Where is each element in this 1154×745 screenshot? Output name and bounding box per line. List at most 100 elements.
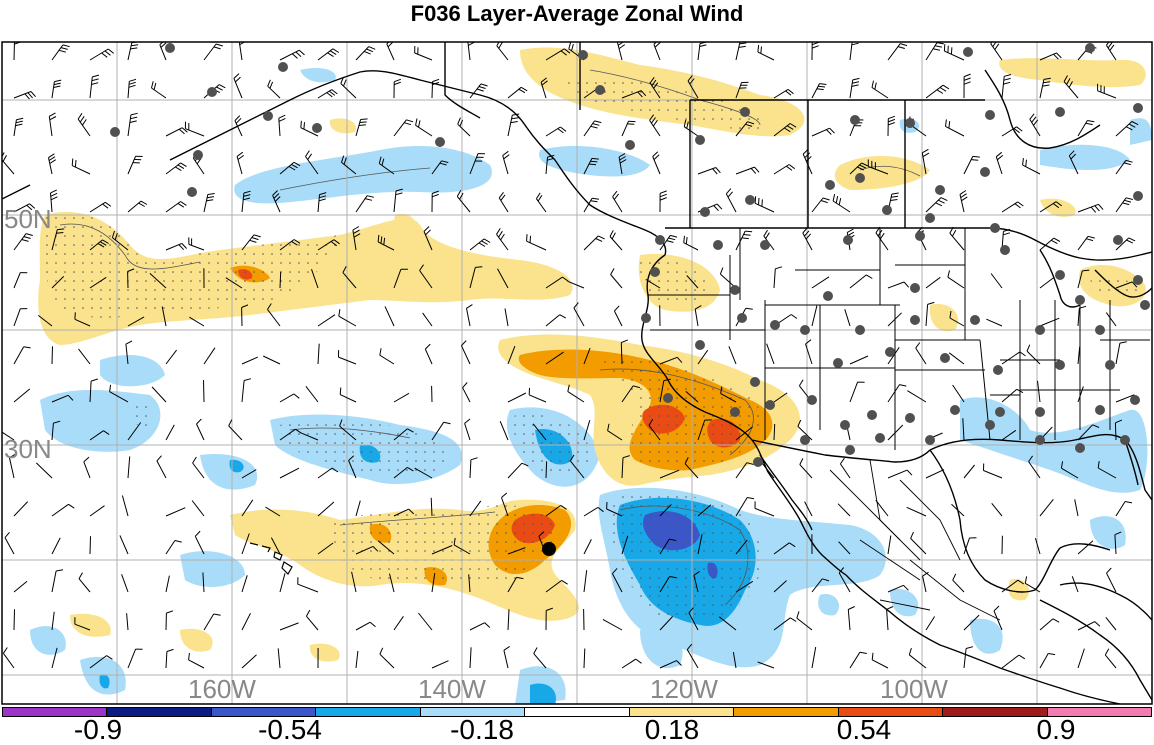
station-marker	[695, 135, 705, 145]
station-marker	[435, 137, 445, 147]
station-marker	[985, 110, 995, 120]
station-marker	[595, 85, 605, 95]
station-marker	[995, 407, 1005, 417]
station-marker	[1000, 245, 1010, 255]
station-marker	[1140, 300, 1150, 310]
wind-barb-feather	[57, 229, 64, 230]
highlighted-station-marker[interactable]	[542, 542, 556, 556]
station-marker	[1095, 405, 1105, 415]
station-marker	[963, 47, 973, 57]
wind-barb-feather	[360, 122, 367, 123]
wind-barb	[280, 272, 281, 288]
station-marker	[1055, 270, 1065, 280]
wind-barb-feather	[973, 156, 980, 157]
station-marker	[578, 50, 588, 60]
station-marker	[1133, 275, 1143, 285]
lon-label-100w: 100W	[880, 674, 948, 704]
colorbar-label-1: -0.9	[74, 715, 122, 745]
colorbar-label-6: 0.9	[1037, 715, 1076, 745]
colorbar-swatch	[107, 708, 211, 716]
wind-barb-feather	[340, 388, 341, 395]
wind-barb-feather	[590, 161, 597, 162]
lon-label-140w: 140W	[418, 674, 486, 704]
station-marker	[800, 325, 810, 335]
wind-barb-feather	[742, 238, 749, 239]
station-marker	[905, 413, 915, 423]
station-marker	[770, 320, 780, 330]
station-marker	[1075, 295, 1085, 305]
colorbar: -0.9 -0.54 -0.18 0.18 0.54 0.9	[0, 705, 1154, 743]
wind-barb-feather	[812, 39, 819, 41]
lat-label-50n: 50N	[4, 204, 52, 234]
wind-barb-feather	[75, 160, 76, 167]
colorbar-swatch	[943, 708, 1047, 716]
wind-barb-feather	[301, 121, 302, 128]
station-marker	[700, 207, 710, 217]
station-marker	[753, 457, 763, 467]
station-marker	[207, 87, 217, 97]
station-marker	[843, 235, 853, 245]
station-marker	[800, 435, 810, 445]
station-marker	[1075, 443, 1085, 453]
station-marker	[980, 167, 990, 177]
station-marker	[641, 313, 651, 323]
wind-barb	[774, 424, 775, 440]
wind-barb-feather	[971, 160, 978, 161]
station-marker	[1120, 435, 1130, 445]
station-marker	[278, 62, 288, 72]
station-marker	[165, 43, 175, 53]
station-marker	[1130, 395, 1140, 405]
station-marker	[713, 240, 723, 250]
station-marker	[663, 393, 673, 403]
wind-barb-feather	[755, 196, 756, 203]
station-marker	[312, 123, 322, 133]
station-marker	[760, 240, 770, 250]
station-marker	[990, 223, 1000, 233]
wind-barb-feather	[745, 231, 752, 232]
station-marker	[1095, 325, 1105, 335]
wind-barb	[546, 461, 547, 478]
station-marker	[740, 107, 750, 117]
station-marker	[840, 420, 850, 430]
station-marker	[193, 150, 203, 160]
lat-label-30n: 30N	[4, 434, 52, 464]
wind-barb-feather	[758, 45, 759, 52]
station-marker	[1035, 435, 1045, 445]
station-marker	[737, 313, 747, 323]
station-marker	[885, 347, 895, 357]
wind-barb-feather	[740, 39, 747, 40]
lon-label-160w: 160W	[188, 674, 256, 704]
station-marker	[910, 315, 920, 325]
station-marker	[825, 180, 835, 190]
station-marker	[730, 407, 740, 417]
wind-barb-feather	[852, 40, 859, 42]
station-marker	[1035, 325, 1045, 335]
wind-barb-feather	[475, 267, 482, 268]
station-marker	[935, 185, 945, 195]
wind-barb-feather	[761, 47, 762, 54]
wind-barb-feather	[759, 198, 760, 205]
wind-barb-feather	[762, 199, 763, 206]
station-marker	[925, 213, 935, 223]
station-marker	[765, 400, 775, 410]
colorbar-label-4: 0.18	[645, 715, 700, 745]
wind-barb	[52, 346, 53, 364]
station-marker	[910, 283, 920, 293]
station-marker	[655, 235, 665, 245]
station-marker	[730, 285, 740, 295]
station-marker	[993, 365, 1003, 375]
wind-barb	[432, 82, 433, 98]
station-marker	[915, 231, 925, 241]
wind-barb	[1115, 423, 1116, 440]
station-marker	[1105, 360, 1115, 370]
wind-barb	[14, 41, 15, 60]
wind-map[interactable]: 50N 30N 160W 140W 120W 100W	[0, 0, 1154, 705]
wind-barb-feather	[359, 125, 366, 126]
station-marker	[745, 195, 755, 205]
colorbar-swatch	[525, 708, 629, 716]
wind-barb	[621, 343, 622, 364]
station-marker	[750, 377, 760, 387]
station-marker	[807, 395, 817, 405]
wind-barb	[90, 536, 91, 554]
wind-barb	[204, 380, 205, 402]
